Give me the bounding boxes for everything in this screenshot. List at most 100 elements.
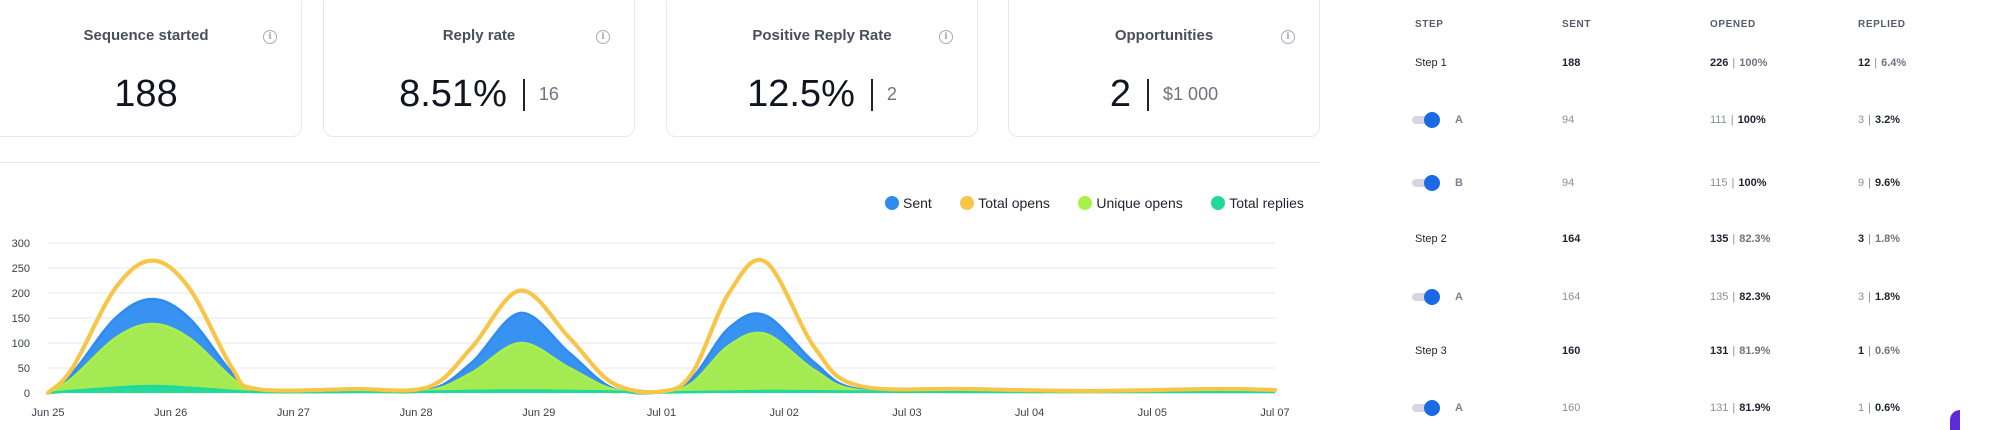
x-tick-label: Jul 02 xyxy=(770,407,799,419)
legend-label: Total replies xyxy=(1229,195,1304,211)
x-tick-label: Jun 25 xyxy=(31,407,64,419)
variant-toggle[interactable] xyxy=(1412,289,1440,305)
opened-count: 135 xyxy=(1710,291,1729,303)
toggle-knob xyxy=(1424,112,1440,128)
separator: | xyxy=(1732,345,1736,357)
step-label: Step 2 xyxy=(1415,233,1447,245)
variant-toggle[interactable] xyxy=(1412,400,1440,416)
step-label: Step 1 xyxy=(1415,57,1447,69)
card-value: 188 xyxy=(114,73,178,115)
step-label: Step 3 xyxy=(1415,345,1447,357)
x-tick-label: Jul 04 xyxy=(1015,407,1044,419)
opened-percent: 81.9% xyxy=(1739,402,1771,414)
opened-percent: 82.3% xyxy=(1739,233,1771,245)
legend-item-total-replies[interactable]: Total replies xyxy=(1211,195,1304,211)
series-area-unique-opens xyxy=(48,324,1275,393)
x-tick-label: Jul 07 xyxy=(1260,407,1289,419)
replied-count: 3 xyxy=(1858,233,1865,245)
y-tick-label: 300 xyxy=(12,238,30,250)
replied-percent: 1.8% xyxy=(1874,291,1901,303)
x-tick-label: Jun 29 xyxy=(522,407,555,419)
replied-count: 12 xyxy=(1858,57,1871,69)
value-divider xyxy=(522,78,525,111)
chart-legend: Sent Total opens Unique opens Total repl… xyxy=(885,195,1328,215)
opened-percent: 81.9% xyxy=(1739,345,1771,357)
legend-item-unique-opens[interactable]: Unique opens xyxy=(1078,195,1183,211)
variant-toggle[interactable] xyxy=(1412,112,1440,128)
separator: | xyxy=(1868,402,1871,414)
table-row-variant[interactable]: A 164 135 | 82.3% 3 | 1.8% xyxy=(1400,289,1960,311)
info-icon[interactable]: i xyxy=(263,30,277,44)
y-tick-label: 100 xyxy=(12,338,30,350)
separator: | xyxy=(1732,402,1736,414)
legend-item-sent[interactable]: Sent xyxy=(885,195,932,211)
value-divider xyxy=(1147,78,1150,111)
legend-dot xyxy=(885,196,899,210)
y-tick-label: 0 xyxy=(24,388,30,400)
info-icon[interactable]: i xyxy=(1281,30,1295,44)
sent-value: 94 xyxy=(1562,177,1575,189)
replied-cell: 1 | 0.6% xyxy=(1858,345,1900,357)
card-title: Positive Reply Rate xyxy=(752,27,892,44)
legend-item-total-opens[interactable]: Total opens xyxy=(960,195,1050,211)
card-value: 12.5% xyxy=(747,73,855,115)
stat-card-opportunities: Opportunities i 2 $1 000 xyxy=(1008,0,1320,137)
table-row-step[interactable]: Step 2 164 135 | 82.3% 3 | 1.8% xyxy=(1400,233,1960,253)
table-row-step[interactable]: Step 3 160 131 | 81.9% 1 | 0.6% xyxy=(1400,345,1960,365)
card-values: 2 $1 000 xyxy=(1009,73,1319,116)
table-row-variant[interactable]: A 160 131 | 81.9% 1 | 0.6% xyxy=(1400,400,1960,422)
replied-count: 3 xyxy=(1858,291,1865,303)
opened-cell: 111 | 100% xyxy=(1710,114,1766,126)
x-tick-label: Jul 05 xyxy=(1138,407,1167,419)
replied-cell: 1 | 0.6% xyxy=(1858,402,1900,414)
x-tick-label: Jul 03 xyxy=(892,407,921,419)
variant-label: A xyxy=(1455,402,1463,414)
separator: | xyxy=(1732,291,1736,303)
legend-dot xyxy=(1078,196,1093,210)
opened-percent: 100% xyxy=(1739,57,1768,69)
legend-label: Total opens xyxy=(978,195,1050,211)
card-value: 8.51% xyxy=(399,73,507,115)
x-tick-label: Jun 27 xyxy=(277,407,310,419)
series-line-total-opens-top xyxy=(46,257,1277,395)
legend-dot xyxy=(1211,196,1226,210)
opened-cell: 131 | 81.9% xyxy=(1710,345,1770,357)
replied-cell: 3 | 1.8% xyxy=(1858,291,1900,303)
y-tick-label: 150 xyxy=(12,313,30,325)
separator: | xyxy=(1730,114,1734,126)
replied-cell: 3 | 3.2% xyxy=(1858,114,1900,126)
info-icon[interactable]: i xyxy=(939,30,953,44)
table-row-variant[interactable]: A 94 111 | 100% 3 | 3.2% xyxy=(1400,112,1960,134)
table-row-variant[interactable]: B 94 115 | 100% 9 | 9.6% xyxy=(1400,175,1960,197)
replied-cell: 3 | 1.8% xyxy=(1858,233,1900,245)
x-tick-label: Jun 26 xyxy=(154,407,187,419)
opened-count: 131 xyxy=(1710,345,1729,357)
opened-percent: 100% xyxy=(1737,114,1766,126)
variant-label: A xyxy=(1455,114,1463,126)
card-secondary-value: 2 xyxy=(886,84,897,104)
replied-percent: 0.6% xyxy=(1874,345,1901,357)
opened-cell: 135 | 82.3% xyxy=(1710,233,1770,245)
toggle-knob xyxy=(1424,175,1440,191)
step-stats-table: STEP SENT OPENED REPLIED Step 1 188 226 | 10… xyxy=(1400,0,1960,430)
sent-value: 160 xyxy=(1562,402,1581,414)
corner-accent xyxy=(1950,410,1960,430)
y-tick-label: 50 xyxy=(18,363,30,375)
opened-cell: 115 | 100% xyxy=(1710,177,1767,189)
opened-cell: 135 | 82.3% xyxy=(1710,291,1770,303)
card-values: 188 xyxy=(0,73,301,116)
x-tick-label: Jun 28 xyxy=(400,407,433,419)
sent-value: 164 xyxy=(1562,291,1581,303)
table-row-step[interactable]: Step 1 188 226 | 100% 12 | 6.4% xyxy=(1400,57,1960,77)
separator: | xyxy=(1732,233,1736,245)
card-title: Opportunities xyxy=(1114,27,1214,44)
legend-label: Sent xyxy=(903,195,932,211)
toggle-knob xyxy=(1424,289,1440,305)
card-values: 8.51% 16 xyxy=(324,73,634,116)
replied-cell: 12 | 6.4% xyxy=(1858,57,1906,69)
info-icon[interactable]: i xyxy=(596,30,610,44)
sent-value: 160 xyxy=(1562,345,1581,357)
opened-count: 226 xyxy=(1710,57,1729,69)
variant-toggle[interactable] xyxy=(1412,175,1440,191)
replied-percent: 6.4% xyxy=(1881,57,1907,69)
